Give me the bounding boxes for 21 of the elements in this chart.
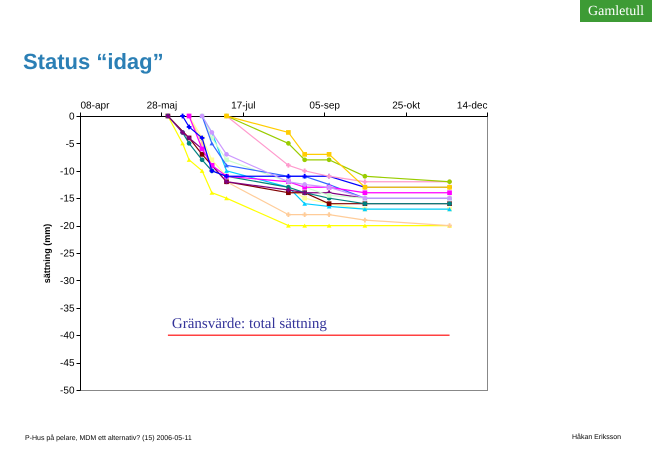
x-tick-label: 17-jul (231, 100, 256, 112)
y-tick-label: -5 (66, 138, 75, 150)
y-tick-label: -25 (60, 248, 75, 260)
chart-title: Status “idag” (23, 49, 164, 74)
y-tick-label: -10 (60, 166, 75, 178)
x-tick-label: 08-apr (80, 100, 110, 112)
y-tick-label: -15 (60, 194, 75, 205)
y-tick-label: -50 (60, 386, 75, 396)
x-tick-label: 28-maj (146, 100, 178, 112)
text: Gamletull (588, 4, 644, 19)
y-tick-label: -40 (60, 330, 75, 342)
x-tick-label: 25-okt (392, 100, 420, 112)
x-tick-label: 05-sep (309, 100, 340, 112)
y-tick-label: -45 (60, 358, 75, 370)
y-tick-label: -20 (60, 221, 75, 232)
y-tick-label: -35 (60, 303, 75, 314)
y-axis-title: sättning (mm) (42, 224, 52, 284)
y-tick-label: 0 (68, 112, 75, 122)
x-tick-label: 14-dec (456, 100, 488, 112)
annotation: Gränsvärde: total sättning (172, 316, 328, 332)
y-tick-label: -30 (60, 276, 75, 287)
